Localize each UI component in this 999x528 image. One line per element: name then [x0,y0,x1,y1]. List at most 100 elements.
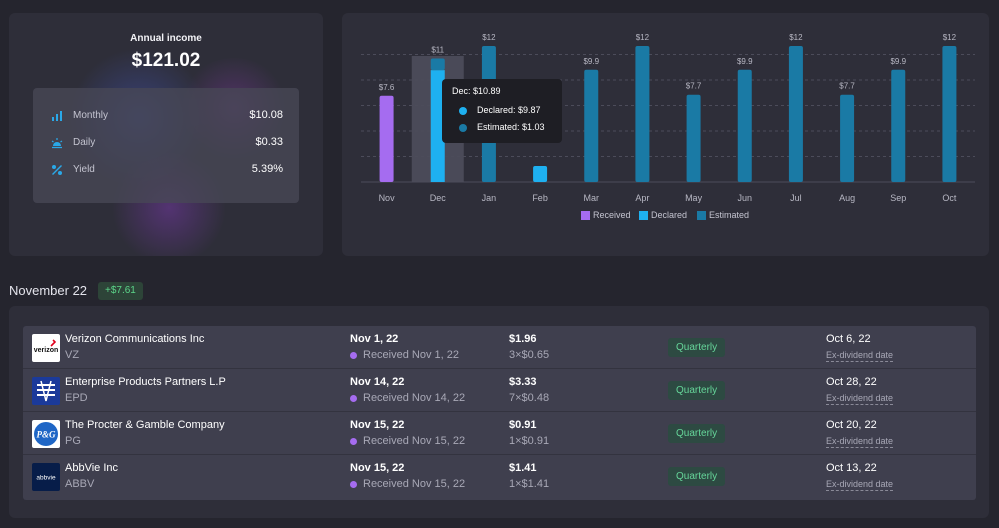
bar-mar-estimated [584,69,599,182]
month-tick-label: May [685,193,703,203]
chart-tooltip: Dec: $10.89 Declared: $9.87 Estimated: $… [442,79,562,143]
bar-value-label: $9.9 [737,57,753,66]
stat-value: $0.33 [255,136,283,148]
bar-value-label: $12 [789,33,803,42]
stat-value: 5.39% [251,163,283,175]
bar-value-label: $12 [482,33,496,42]
stat-label: Daily [73,137,96,148]
annual-income-card: Annual income $121.02 Monthly $10.08 Dai… [9,13,323,256]
bar-value-label: $12 [943,33,957,42]
pg-logo-text: P&G [37,430,56,440]
ex-dividend-label[interactable]: Ex-dividend date [826,393,894,405]
bar-may-estimated [686,94,701,182]
dividend-chart-card: $7.6 Nov $11 Dec $12 Jan Feb $9.9 Mar $12 Apr $7.7 M… [342,13,989,256]
bar-nov-received [379,95,394,182]
ex-dividend-date: Oct 6, 22 [826,333,871,345]
table-row[interactable]: P&G The Procter & Gamble Company PG Nov … [23,412,976,455]
table-row[interactable]: abbvie AbbVie Inc ABBV Nov 15, 22 Receiv… [23,455,976,498]
ex-dividend-date: Oct 20, 22 [826,419,877,431]
company-name: Verizon Communications Inc [65,333,205,345]
table-row[interactable]: verizon Verizon Communications Inc VZ No… [23,326,976,369]
legend-swatch [697,211,706,220]
month-tick-label: Apr [635,193,649,203]
ex-dividend-label[interactable]: Ex-dividend date [826,350,894,362]
declared-dot [459,107,467,115]
company-name: Enterprise Products Partners L.P [65,376,226,388]
received-text: Received Nov 1, 22 [363,349,459,361]
bar-value-label: $11 [431,45,444,54]
estimated-dot [459,124,467,132]
frequency-badge: Quarterly [668,381,726,400]
ex-dividend-date: Oct 13, 22 [826,462,877,474]
bar-jul-estimated [788,46,803,182]
month-tick-label: Jul [790,193,802,203]
legend-label: Declared [651,210,688,220]
company-ticker: VZ [65,349,80,361]
annual-income-value: $121.02 [131,50,201,71]
bar-aug-estimated [840,94,855,182]
payout-amount: $1.96 [509,333,537,345]
month-tick-label: Sep [890,193,906,203]
sun-icon [51,138,63,149]
stat-row-daily: Daily $0.33 [33,133,299,153]
payout-amount: $3.33 [509,376,537,388]
abbvie-logo: abbvie [32,463,60,491]
bar-oct-estimated [942,46,957,182]
month-tick-label: Jun [737,193,752,203]
payout-calculation: 1×$1.41 [509,478,550,490]
abbvie-logo-text: abbvie [36,475,56,482]
tooltip-title: Dec: $10.89 [452,86,501,96]
ex-dividend-date: Oct 28, 22 [826,376,877,388]
bar-value-label: $7.7 [686,82,702,91]
received-dot [350,352,357,359]
month-tick-label: Jan [482,193,497,203]
company-ticker: ABBV [65,478,95,490]
frequency-badge: Quarterly [668,467,726,486]
table-row[interactable]: Enterprise Products Partners L.P EPD Nov… [23,369,976,412]
month-section-title: November 22 [9,283,88,298]
month-tick-label: Feb [532,193,548,203]
month-tick-label: Nov [379,193,396,203]
bar-dec-declared [430,70,445,182]
company-name: AbbVie Inc [65,462,119,474]
stat-row-monthly [33,178,299,198]
tooltip-label: Estimated: $1.03 [477,122,545,132]
payouts-table: verizon Verizon Communications Inc VZ No… [23,326,976,500]
frequency-badge: Quarterly [668,338,726,357]
stat-label: Yield [73,164,95,175]
payment-date: Nov 1, 22 [350,333,399,345]
dividend-bar-chart: $7.6 Nov $11 Dec $12 Jan Feb $9.9 Mar $12 Apr $7.7 M… [361,33,975,203]
company-ticker: PG [65,435,81,447]
received-text: Received Nov 15, 22 [363,478,466,490]
bar-apr-estimated [635,46,650,182]
ex-dividend-label[interactable]: Ex-dividend date [826,479,894,491]
tooltip-label: Declared: $9.87 [477,105,541,115]
enterprise-logo [32,377,60,405]
received-dot [350,395,357,402]
bar-chart-icon [52,111,62,121]
income-stats-panel: Monthly $10.08 Daily $0.33 Yield 5.39% [33,88,299,203]
verizon-logo-text: verizon [34,347,59,354]
payout-calculation: 1×$0.91 [509,435,550,447]
ex-dividend-label[interactable]: Ex-dividend date [826,436,894,448]
stat-row-yield: Yield 5.39% [33,160,299,180]
bar-sep-estimated [891,69,906,182]
verizon-logo: verizon [32,334,60,362]
received-dot [350,438,357,445]
month-change-badge: +$7.61 [98,282,143,300]
frequency-badge: Quarterly [668,424,726,443]
payment-date: Nov 15, 22 [350,419,405,431]
payout-calculation: 3×$0.65 [509,349,550,361]
payout-calculation: 7×$0.48 [509,392,550,404]
pg-logo: P&G [32,420,60,448]
payouts-card: verizon Verizon Communications Inc VZ No… [9,306,989,518]
payout-amount: $0.91 [509,419,537,431]
stat-value: $10.08 [249,109,283,121]
legend-label: Estimated [709,210,750,220]
month-tick-label: Mar [584,193,600,203]
bar-value-label: $9.9 [890,57,906,66]
legend-swatch [639,211,648,220]
month-tick-label: Aug [839,193,855,203]
bar-value-label: $7.6 [379,83,395,92]
bar-value-label: $7.7 [839,82,855,91]
